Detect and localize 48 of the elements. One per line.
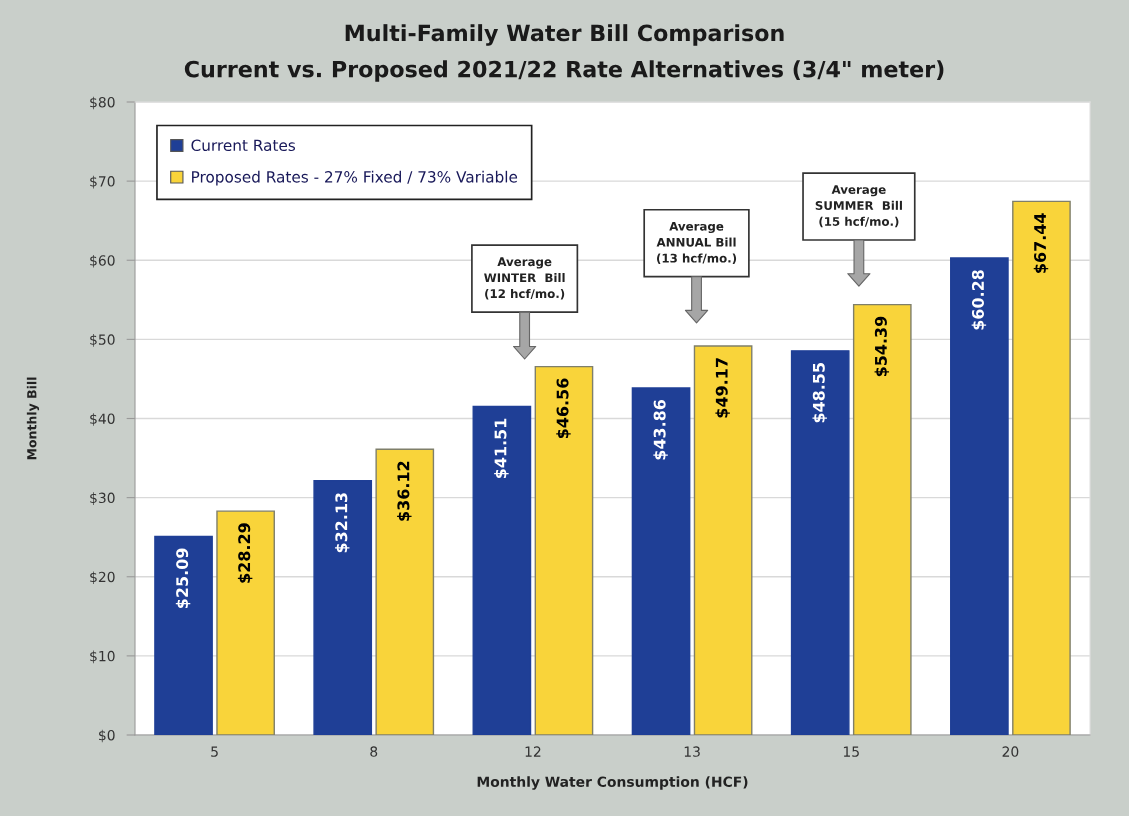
x-tick-label: 8 (370, 746, 378, 757)
bar (313, 480, 373, 735)
annotation: Average SUMMER Bill (15 hcf/mo.) (815, 185, 902, 228)
data-label: $43.86 (653, 399, 668, 460)
data-label: $46.56 (556, 378, 571, 439)
y-axis-title: Monthly Bill (26, 377, 40, 460)
x-tick-label: 5 (211, 746, 218, 757)
annotation: Average WINTER Bill (12 hcf/mo.) (484, 257, 565, 300)
data-label: $25.09 (175, 548, 191, 608)
legend-label: Current Rates (191, 139, 296, 152)
y-tick-label: $20 (90, 571, 115, 585)
x-tick-label: 12 (525, 746, 541, 757)
x-axis-title: Monthly Water Consumption (HCF) (477, 776, 748, 790)
bar (1012, 200, 1071, 735)
bar (852, 303, 912, 735)
data-label: $41.51 (494, 418, 509, 479)
x-tick-label: 13 (684, 746, 700, 757)
data-label: $32.13 (334, 493, 350, 553)
bar (790, 350, 850, 735)
data-label: $60.28 (971, 270, 987, 330)
data-label: $48.55 (812, 363, 827, 423)
bar (375, 448, 435, 735)
x-tick-label: 20 (1002, 746, 1019, 757)
bar (216, 510, 275, 735)
data-label: $67.44 (1033, 213, 1049, 273)
bar (154, 535, 213, 735)
data-label: $36.12 (397, 461, 412, 521)
y-tick-label: $80 (90, 96, 115, 110)
y-tick-label: $30 (90, 492, 115, 505)
y-tick-label: $40 (90, 413, 115, 426)
x-tick-label: 15 (843, 746, 859, 757)
y-tick-label: $70 (90, 175, 115, 189)
bar (472, 405, 532, 735)
y-tick-label: $10 (90, 650, 115, 664)
bar (693, 345, 753, 735)
y-tick-label: $60 (90, 254, 115, 268)
y-tick-label: $0 (99, 729, 115, 743)
chart-title: Multi-Family Water Bill Comparison (345, 24, 784, 46)
bar (534, 365, 594, 735)
bar (950, 257, 1009, 735)
data-label: $49.17 (715, 358, 730, 418)
data-label: $28.29 (237, 523, 253, 583)
bar (631, 387, 691, 735)
chart-subtitle: Current vs. Proposed 2021/22 Rate Alternatives (3/4" meter) (184, 60, 944, 82)
legend-label: Proposed Rates - 27% Fixed / 73% Variable (192, 170, 518, 186)
annotation: Average ANNUAL Bill (13 hcf/mo.) (656, 221, 737, 264)
y-tick-label: $50 (90, 334, 115, 347)
data-label: $54.39 (874, 316, 890, 377)
